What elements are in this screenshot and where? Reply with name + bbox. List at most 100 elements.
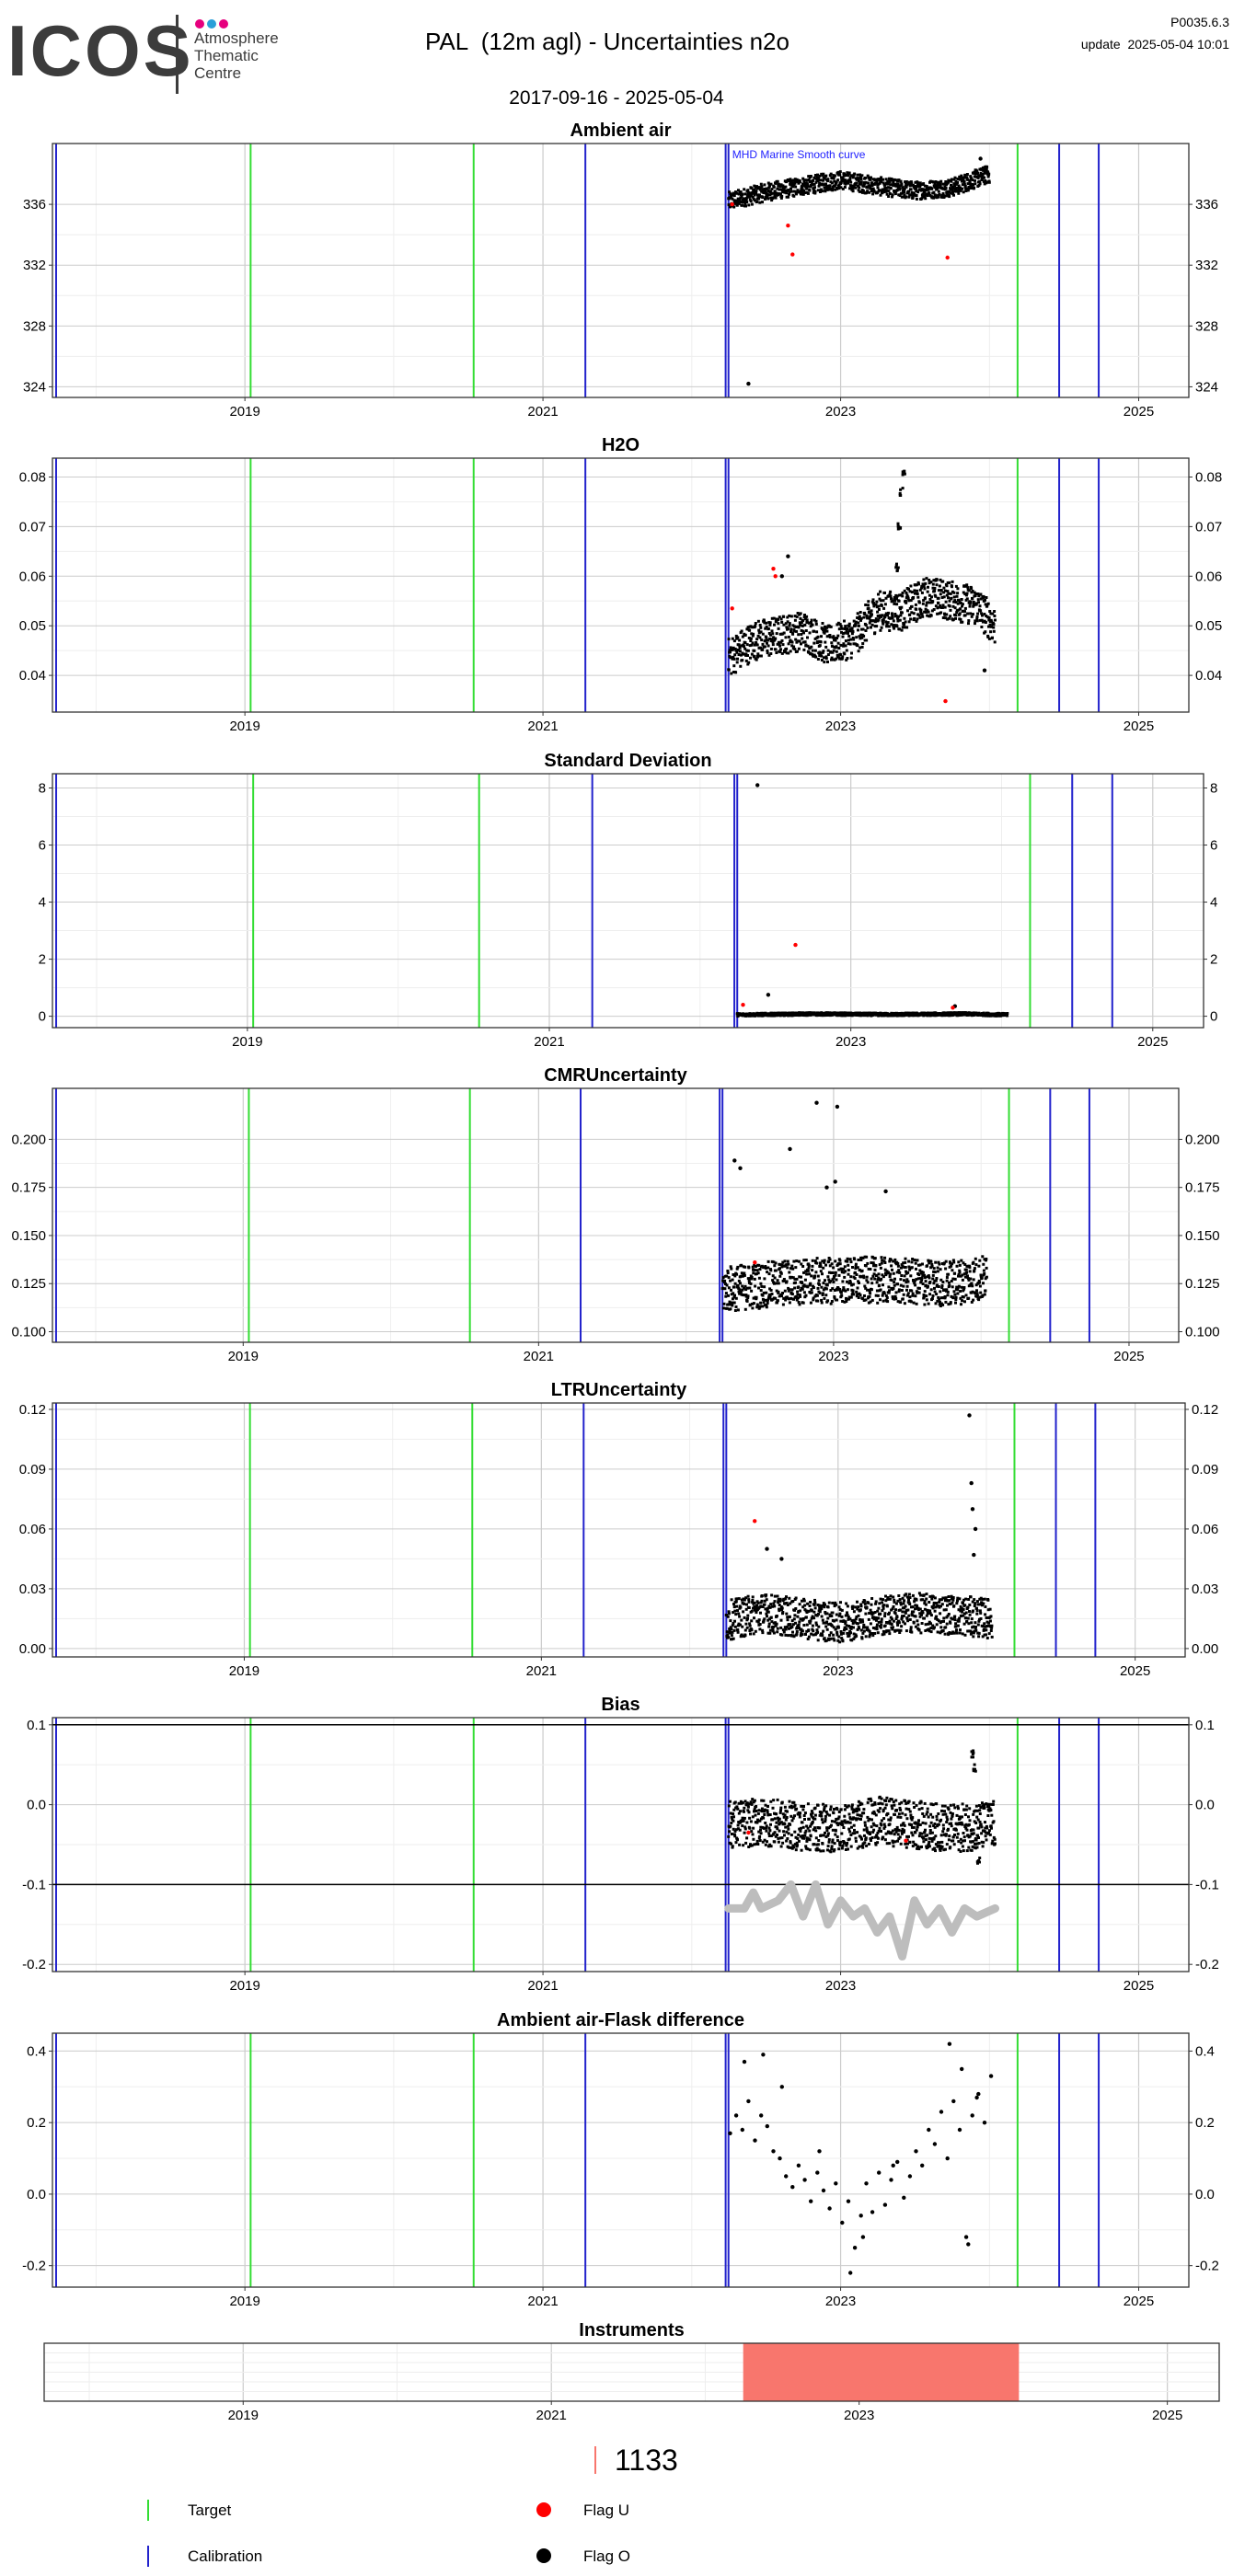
data-point	[962, 591, 965, 594]
data-point	[844, 1289, 847, 1293]
data-point	[772, 636, 776, 639]
data-point	[963, 614, 967, 617]
data-point	[729, 650, 732, 654]
data-point	[841, 632, 845, 635]
data-point	[725, 1306, 729, 1310]
data-point	[972, 601, 975, 604]
panel-frame	[52, 457, 1190, 713]
data-point	[851, 637, 855, 639]
data-point	[849, 1627, 853, 1630]
data-point	[868, 616, 871, 620]
data-point	[952, 595, 956, 599]
data-point	[766, 197, 770, 201]
data-point	[868, 621, 871, 625]
data-point	[774, 648, 778, 651]
data-point	[909, 1626, 913, 1629]
data-point	[778, 1274, 782, 1278]
data-point	[792, 190, 796, 193]
data-point	[773, 1600, 777, 1604]
data-point	[738, 1292, 742, 1295]
data-point	[774, 1261, 778, 1265]
data-point	[963, 1300, 966, 1304]
data-point	[897, 593, 901, 597]
data-point	[759, 1611, 762, 1615]
data-point	[918, 1277, 922, 1281]
data-point	[753, 649, 756, 652]
data-point	[899, 1283, 903, 1287]
data-point	[777, 1597, 780, 1601]
data-point	[926, 1264, 929, 1268]
data-point	[838, 1640, 842, 1644]
data-point	[772, 1602, 776, 1605]
data-point	[888, 1632, 892, 1636]
data-point	[870, 182, 874, 186]
data-point	[737, 1597, 741, 1601]
data-point	[822, 178, 824, 182]
data-point	[854, 186, 858, 190]
data-point	[884, 620, 888, 624]
data-point	[832, 1281, 835, 1283]
data-point	[860, 174, 864, 178]
data-point	[880, 1623, 883, 1627]
data-point	[978, 618, 982, 622]
data-point	[768, 623, 772, 627]
data-point	[783, 1602, 787, 1605]
data-point	[968, 1266, 972, 1270]
data-point	[930, 1597, 934, 1601]
data-point	[936, 1299, 939, 1303]
data-point	[875, 181, 879, 185]
data-point	[741, 192, 744, 196]
data-point	[934, 184, 938, 188]
data-point	[761, 1297, 765, 1301]
data-point	[953, 1293, 957, 1296]
data-point	[966, 586, 970, 590]
data-point	[797, 626, 801, 629]
data-point	[882, 1598, 884, 1602]
data-point	[862, 1299, 866, 1302]
data-point	[732, 1292, 735, 1295]
data-point	[814, 1614, 818, 1616]
data-point	[959, 602, 962, 604]
data-point	[769, 1269, 773, 1272]
data-point	[801, 1287, 804, 1291]
data-point	[755, 643, 759, 647]
data-point	[864, 604, 868, 606]
data-point	[883, 603, 887, 606]
data-point	[891, 1607, 894, 1611]
data-point	[956, 602, 960, 605]
data-point	[778, 1600, 782, 1603]
data-point	[845, 649, 848, 652]
data-point	[810, 645, 813, 649]
data-point	[838, 173, 842, 177]
data-point	[812, 182, 816, 186]
data-point	[875, 1627, 879, 1631]
data-point	[728, 1300, 732, 1304]
data-point	[888, 1611, 891, 1615]
data-point	[946, 1294, 950, 1297]
data-point	[925, 1597, 928, 1601]
data-point	[884, 1273, 888, 1277]
data-point	[829, 1302, 833, 1305]
data-point	[745, 1299, 749, 1303]
data-point	[738, 1288, 742, 1292]
data-point	[839, 1291, 843, 1294]
data-point	[907, 195, 911, 199]
data-point	[736, 1609, 739, 1613]
data-point	[739, 1290, 743, 1294]
data-point	[961, 603, 964, 606]
data-point	[805, 1623, 809, 1627]
data-point	[779, 574, 784, 579]
data-point	[781, 643, 785, 647]
data-point	[737, 201, 741, 205]
data-point	[891, 599, 894, 603]
data-point	[939, 179, 943, 183]
data-point	[753, 1605, 756, 1608]
data-point	[803, 1284, 807, 1288]
data-point	[955, 1264, 959, 1268]
data-point	[844, 625, 847, 628]
data-point	[895, 603, 899, 606]
data-point	[804, 629, 808, 632]
data-point	[814, 1100, 819, 1105]
data-point	[905, 601, 908, 604]
data-point	[816, 173, 819, 177]
